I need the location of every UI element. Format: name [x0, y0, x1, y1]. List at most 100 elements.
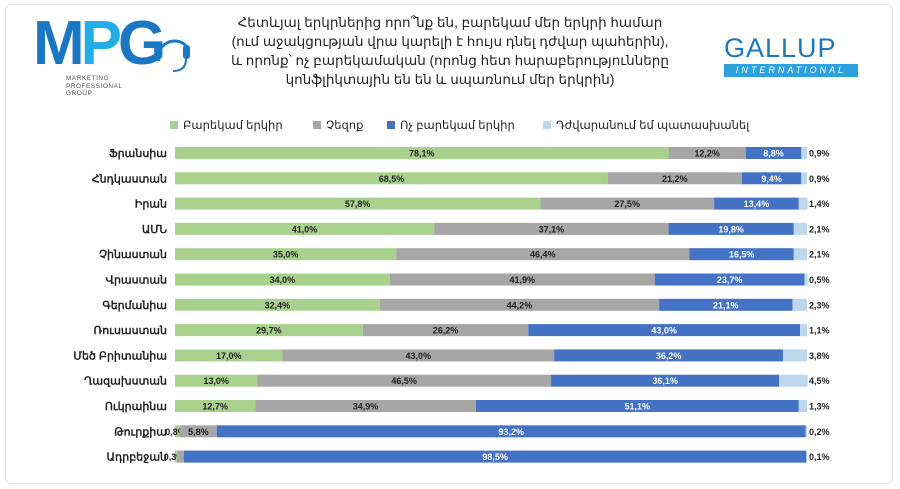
mpg-tagline-line: GROUP: [66, 90, 93, 97]
bar-segment: [175, 273, 390, 286]
data-label: 41,0%: [292, 224, 318, 234]
category-label: Հնդկաստան: [92, 173, 167, 185]
data-label: 13,0%: [203, 376, 229, 386]
data-label: 32,4%: [265, 300, 291, 310]
data-label: 2,3%: [809, 300, 830, 310]
bar-segment: [434, 222, 669, 235]
bar-segment: [654, 273, 805, 286]
bar-segment: [389, 273, 655, 286]
category-label: Ռուսաստան: [93, 325, 167, 337]
category-label: Վրաստան: [106, 275, 167, 287]
mpg-tagline-line: MARKETING: [66, 75, 110, 82]
legend-item-hard-to-answer: Դժվարանում եմ պատասխանել: [543, 118, 749, 132]
mpg-logo-letters: MPG: [33, 13, 166, 75]
category-label: Ուկրաինա: [105, 401, 167, 413]
data-label: 51,1%: [625, 402, 651, 412]
data-label: 34,9%: [353, 402, 379, 412]
legend-swatch-hard-to-answer: [543, 121, 551, 129]
bar-segment: [175, 450, 177, 463]
data-label: 1,1%: [809, 326, 830, 336]
data-label: 37,1%: [539, 224, 565, 234]
data-label: 0,1%: [809, 452, 830, 462]
bar-segment: [668, 222, 794, 235]
data-label: 4,5%: [809, 376, 830, 386]
bar-segment: [175, 147, 669, 159]
legend-swatch-unfriendly: [387, 121, 395, 129]
data-label: 12,2%: [694, 149, 720, 159]
bar-segment: [175, 349, 283, 362]
legend-item-unfriendly: Ոչ բարեկամ երկիր: [387, 118, 515, 132]
bar-segment: [714, 197, 799, 210]
bar-segment: [659, 298, 793, 311]
bar-segment: [475, 400, 799, 412]
data-label: 34,0%: [270, 275, 296, 285]
bar-segment: [175, 197, 541, 210]
bar-segment: [528, 324, 801, 337]
data-label: 43,0%: [406, 351, 432, 361]
bar-segment: [176, 450, 184, 463]
headset-icon: [157, 39, 190, 72]
data-label: 41,9%: [510, 275, 536, 285]
legend-label: Չեզոք: [326, 120, 364, 132]
gallup-logo: GALLUP INTERNATIONAL: [724, 34, 859, 82]
bar-segment: [183, 450, 807, 463]
legend-item-friendly: Բարեկամ երկիր: [170, 118, 283, 132]
data-label: 46,4%: [530, 250, 556, 260]
data-label: 29,7%: [256, 326, 282, 336]
bar-segment: [175, 425, 181, 438]
data-label: 98,5%: [482, 452, 508, 462]
mpg-logo-tagline: MARKETING PROFESSIONAL GROUP: [66, 75, 156, 98]
data-label: 93,2%: [498, 427, 524, 437]
bar-segment: [554, 349, 783, 362]
bar-segment: [257, 374, 552, 387]
gallup-logo-sub: INTERNATIONAL: [724, 64, 858, 77]
category-label: Մեծ Բրիտանիա: [73, 350, 167, 362]
data-label: 2,1%: [809, 224, 830, 234]
data-label: 0,8%: [165, 427, 186, 437]
bar-segment: [551, 374, 780, 387]
data-label: 43,0%: [651, 326, 677, 336]
bar-segment: [540, 197, 715, 210]
slide-frame: [5, 4, 893, 484]
bar-segment: [175, 374, 258, 387]
bar-segment: [175, 324, 363, 337]
data-label: 3,8%: [809, 351, 830, 361]
bar-segment: [804, 273, 808, 286]
legend-swatch-friendly: [170, 121, 178, 129]
mpg-tagline-line: PROFESSIONAL: [66, 82, 123, 90]
category-label: Ադրբեջան: [107, 452, 168, 464]
data-label: 78,1%: [409, 149, 435, 159]
category-label: Չինաստան: [99, 249, 167, 261]
bar-segment: [792, 298, 807, 311]
category-label: Գերմանիա: [102, 300, 167, 312]
data-label: 23,7%: [717, 275, 743, 285]
legend-item-neither: Չեզոք: [313, 118, 363, 132]
data-label: 17,0%: [216, 351, 242, 361]
bar-segment: [668, 147, 746, 159]
mpg-logo-p: P: [80, 9, 122, 78]
bar-segment: [255, 400, 476, 412]
data-label: 27,5%: [614, 199, 640, 209]
bar-segment: [805, 425, 807, 438]
bar-segment: [175, 298, 380, 311]
bar-segment: [362, 324, 529, 337]
chart-title-line: կոնֆլիկտային են են և սպառնում մեր երկրին…: [285, 72, 615, 87]
category-label: Ֆրանսիա: [109, 148, 167, 160]
bar-segment: [175, 172, 608, 185]
bar-segment: [793, 222, 807, 235]
category-label: Ղազախստան: [84, 376, 167, 388]
data-label: 0,3%: [164, 452, 185, 462]
mpg-logo-g: G: [118, 9, 166, 78]
data-label: 0,5%: [809, 275, 830, 285]
data-label: 44,2%: [507, 300, 533, 310]
bar-segment: [800, 324, 807, 337]
category-label: Թուրքիա: [114, 426, 167, 438]
bar-segment: [741, 172, 802, 185]
bar-segment: [175, 400, 256, 412]
legend-label: Ոչ բարեկամ երկիր: [400, 120, 515, 132]
category-label: ԱՄՆ: [142, 224, 167, 236]
data-label: 26,2%: [433, 326, 459, 336]
bar-segment: [782, 349, 807, 362]
category-label: Իրան: [135, 199, 167, 211]
